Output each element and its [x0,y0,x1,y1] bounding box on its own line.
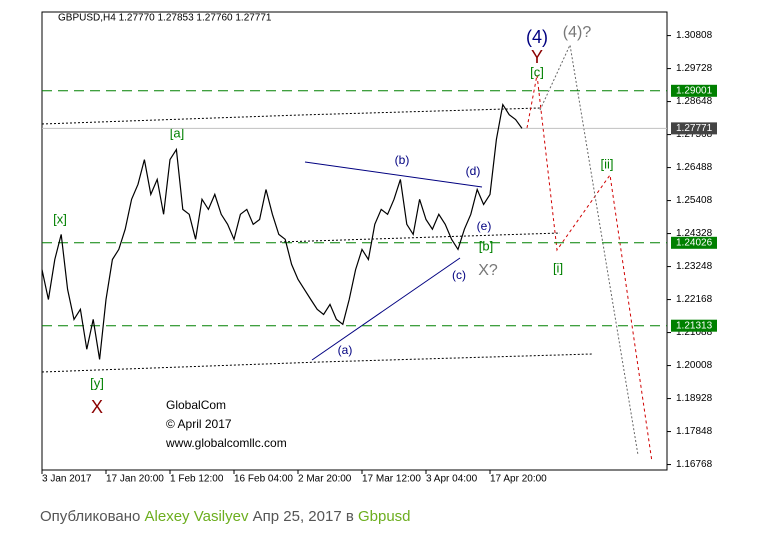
price-level-box [671,84,717,97]
wave-label: [x] [53,211,67,226]
chart-title: GBPUSD,H4 1.27770 1.27853 1.27760 1.2777… [58,13,272,24]
price-level-box [671,319,717,332]
wave-label: [ii] [601,156,614,171]
y-tick-label: 1.23248 [676,261,713,272]
wave-label: X? [478,262,498,279]
x-tick-label: 3 Jan 2017 [42,474,92,485]
y-tick-label: 1.20008 [676,360,713,371]
price-level-label: 1.21313 [676,320,713,331]
wave-label: Y [531,47,543,67]
watermark: www.globalcomllc.com [165,436,287,450]
wave-label: [c] [530,64,544,79]
y-tick-label: 1.25408 [676,195,713,206]
y-tick-label: 1.26488 [676,162,713,173]
y-tick-label: 1.29728 [676,63,713,74]
wave-label: (c) [452,268,466,282]
projection-gray [539,43,639,456]
author[interactable]: Alexey Vasilyev [144,508,249,525]
chart: GBPUSD,H4 1.27770 1.27853 1.27760 1.2777… [41,11,717,485]
channel-line [41,353,593,373]
price-level-box [671,122,717,135]
wave-label: (4)? [563,24,592,41]
plot-frame [41,11,668,471]
wave-labels: (4) Y (4)? [c] [a] [x] [y] X (b) (d) (e)… [53,24,613,417]
y-tick-label: 1.27568 [676,129,713,140]
y-tick-label: 1.24328 [676,228,713,239]
x-tick-label: 17 Mar 12:00 [362,474,421,485]
y-tick-label: 1.18928 [676,393,713,404]
projection-red [526,74,653,463]
triangle-line [311,257,461,361]
wave-label: (e) [477,219,492,233]
footer: Опубликовано Alexey Vasilyev Апр 25, 201… [40,508,411,525]
wave-label: [b] [479,238,493,253]
x-tick-label: 17 Jan 20:00 [106,474,164,485]
y-tick-label: 1.30808 [676,30,713,41]
price-level-box [671,236,717,249]
triangle-line [304,161,483,188]
x-tick-label: 1 Feb 12:00 [170,474,224,485]
price-line [41,102,523,360]
wave-label: [i] [553,260,563,275]
wave-label: [a] [170,125,184,140]
annotations [41,43,653,463]
wave-label: X [91,397,103,417]
y-tick-label: 1.16768 [676,459,713,470]
symbol[interactable]: Gbpusd [357,508,411,525]
y-tick-label: 1.22168 [676,294,713,305]
x-tick-label: 3 Apr 04:00 [426,474,478,485]
footer-prefix: Опубликовано [40,508,141,525]
footer-date: Апр 25, 2017 в [252,508,354,525]
price-level-label: 1.24026 [676,237,713,248]
price-level-label: 1.29001 [676,85,713,96]
y-tick-label: 1.21088 [676,327,713,338]
channel-line [41,107,541,125]
x-tick-label: 2 Mar 20:00 [298,474,352,485]
y-tick-label: 1.28648 [676,96,713,107]
wave-label: [y] [90,375,104,390]
x-tick-label: 16 Feb 04:00 [234,474,293,485]
price-level-label: 1.27771 [676,123,713,134]
wave-label: (b) [395,153,410,167]
watermark: © April 2017 [166,417,232,431]
wave-label: (d) [466,164,481,178]
channel-line [279,232,561,243]
wave-label: (4) [526,27,548,47]
x-tick-label: 17 Apr 20:00 [490,474,547,485]
y-tick-label: 1.17848 [676,426,713,437]
watermark: GlobalCom [166,398,226,412]
wave-label: (a) [338,343,353,357]
